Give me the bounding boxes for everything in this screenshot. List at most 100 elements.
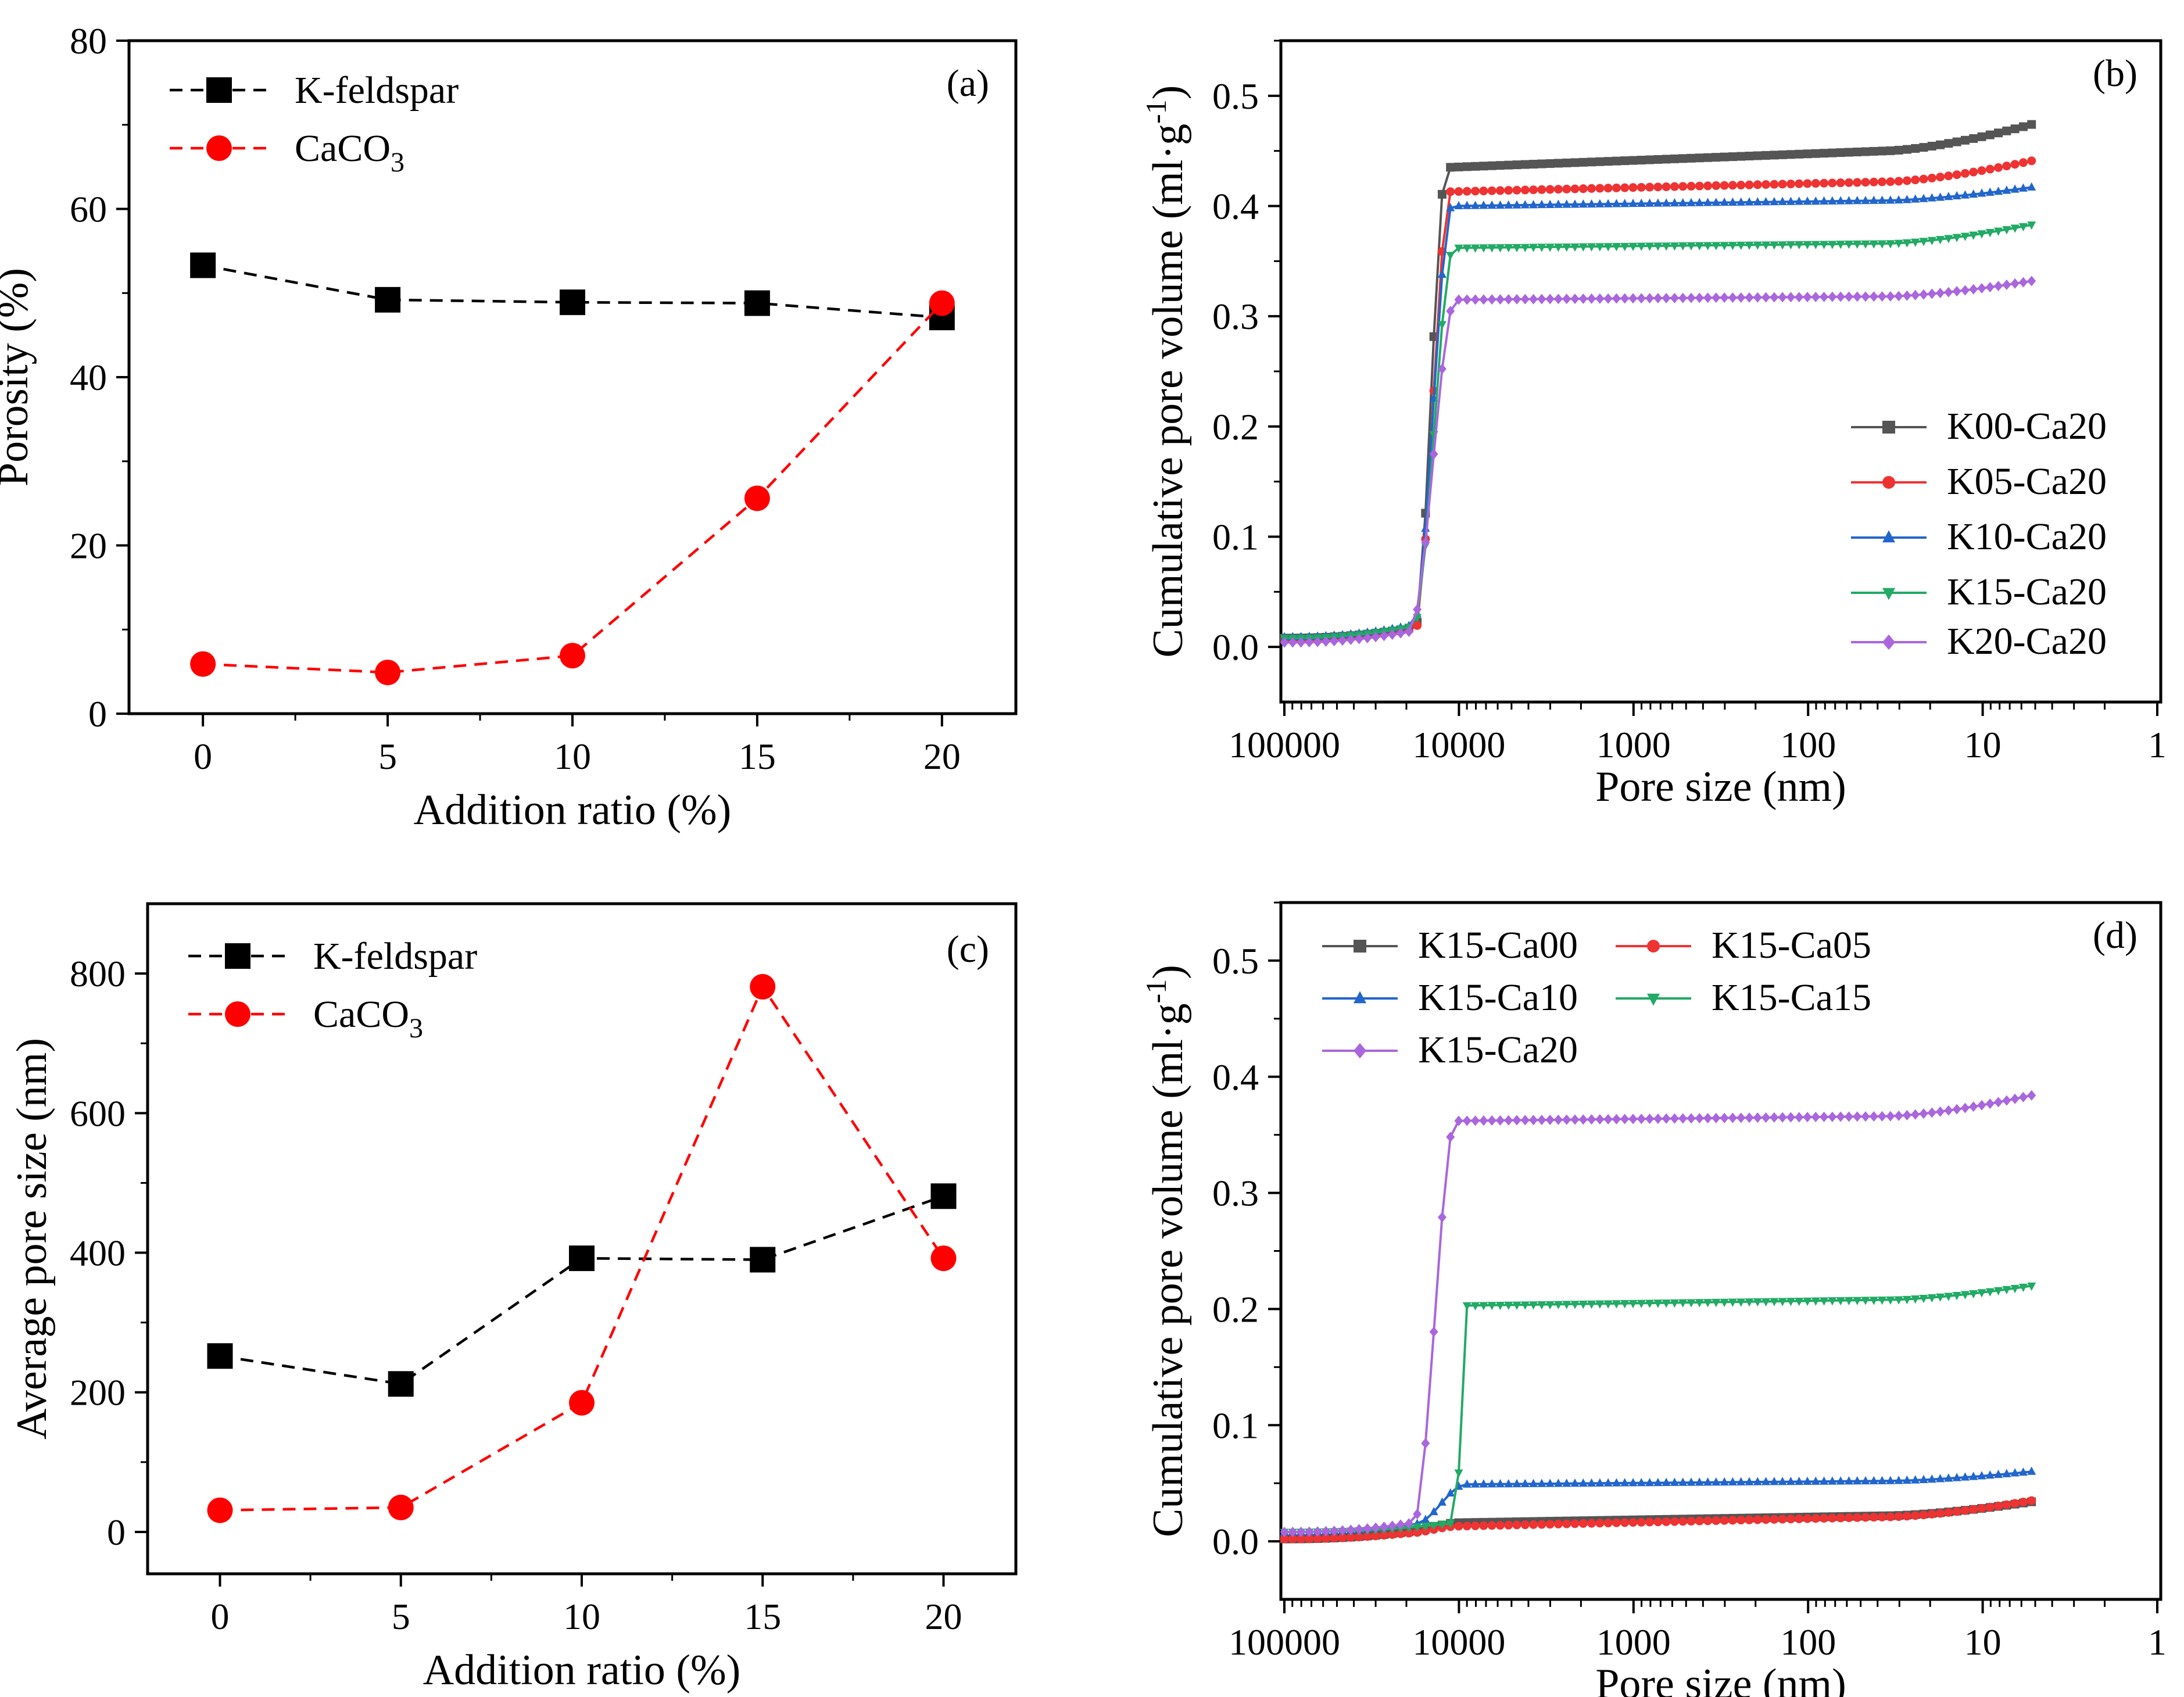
data-point [1936, 140, 1945, 149]
data-point [1662, 1517, 1671, 1526]
y-axis-title-main: Cumulative pore volume (ml·g [1144, 1003, 1192, 1537]
data-point [1869, 146, 1878, 156]
data-point [1778, 196, 1787, 205]
data-point [2018, 1498, 2028, 1507]
data-point [1504, 1115, 1513, 1126]
data-point [1321, 636, 1330, 647]
data-point [1894, 1476, 1903, 1484]
data-point [1662, 1477, 1671, 1486]
data-point [1446, 252, 1455, 260]
data-point [1927, 173, 1936, 182]
data-point [1678, 1113, 1688, 1124]
legend-entry: K00-Ca20 [1851, 405, 2107, 447]
y-tick-label: 40 [70, 357, 107, 398]
data-point [1994, 1287, 2003, 1296]
data-point [1994, 1097, 2003, 1108]
data-point [1853, 240, 1862, 249]
data-point [1520, 160, 1530, 169]
data-point [1553, 1519, 1563, 1528]
data-point [750, 973, 776, 1000]
y-axis-title-sup: -1 [1140, 99, 1172, 124]
y-axis-title-end: ) [1144, 85, 1192, 100]
data-point [1330, 1534, 1339, 1543]
legend-marker [1354, 991, 1366, 1004]
data-point [1985, 187, 1995, 196]
data-point [1288, 1534, 1297, 1544]
data-point [2002, 162, 2011, 171]
data-point [1952, 1292, 1961, 1301]
y-tick-label: 0.4 [1212, 186, 1259, 227]
data-point [1836, 1111, 1845, 1122]
data-point [1637, 242, 1646, 251]
data-point [1520, 1301, 1530, 1310]
data-point [1703, 1113, 1713, 1124]
data-point [1687, 1299, 1696, 1308]
data-point [2010, 184, 2020, 193]
x-axis-title: Addition ratio (%) [423, 1646, 741, 1694]
data-point [1504, 160, 1513, 170]
data-point [1902, 145, 1911, 154]
data-point [1670, 1477, 1679, 1486]
data-point [1952, 1473, 1961, 1481]
data-point [1944, 192, 1953, 201]
data-point [1578, 184, 1588, 194]
data-point [1795, 1514, 1804, 1523]
data-point [1520, 1115, 1530, 1126]
data-point [1927, 288, 1936, 299]
data-point [1620, 242, 1630, 252]
x-tick-label: 10 [554, 736, 591, 777]
data-point [1678, 1517, 1688, 1526]
data-point [750, 1247, 776, 1273]
data-point [1653, 155, 1663, 164]
data-point [1853, 1297, 1862, 1305]
data-point [1761, 151, 1771, 160]
legend-label: CaCO3 [295, 127, 404, 178]
data-point [1828, 1513, 1837, 1523]
data-point [1462, 201, 1471, 209]
data-point [1603, 1478, 1613, 1487]
y-tick-label: 0 [107, 1512, 126, 1553]
data-point [1471, 187, 1480, 196]
data-point [1437, 1521, 1447, 1530]
data-point [1720, 242, 1729, 250]
legend-label: K20-Ca20 [1947, 620, 2107, 663]
data-point [1662, 242, 1671, 251]
data-point [1454, 1469, 1463, 1478]
legend-label: K15-Ca20 [1947, 571, 2107, 613]
data-point [2002, 126, 2011, 135]
data-point [1396, 628, 1405, 639]
legend-entry: K05-Ca20 [1851, 460, 2107, 503]
data-point [2010, 1284, 2020, 1294]
series-line [203, 302, 943, 674]
data-point [569, 1245, 595, 1272]
data-point [1471, 162, 1480, 171]
data-point [1429, 1506, 1438, 1516]
data-point [1578, 243, 1588, 252]
data-point [2027, 275, 2036, 287]
data-point [1820, 291, 1829, 302]
data-point [1305, 1526, 1314, 1537]
data-point [2018, 183, 2028, 192]
data-point [1770, 180, 1779, 189]
legend-label-main: K-feldspar [295, 69, 459, 112]
panel-d: 100000 10000 1000 100 10 1 0.0 0.1 0.2 0.3 0.4 0.5 P… [1140, 901, 2167, 1697]
y-axis-title-sup: -1 [1140, 979, 1172, 1004]
data-point [1836, 241, 1845, 249]
data-point [1869, 1476, 1878, 1485]
data-point [1446, 1132, 1455, 1143]
data-point [1703, 181, 1713, 191]
data-point [1612, 1518, 1621, 1527]
data-point [1720, 197, 1729, 206]
data-point [1811, 291, 1820, 302]
data-point [2027, 1282, 2036, 1291]
data-point [1562, 158, 1571, 167]
data-point [1487, 244, 1496, 253]
data-point [1321, 1526, 1330, 1537]
data-point [1595, 293, 1605, 304]
legend-entry: K15-Ca00 [1322, 924, 1578, 966]
data-point [560, 643, 585, 669]
data-point [207, 1343, 233, 1369]
data-point [1977, 230, 1986, 239]
data-point [1770, 1477, 1779, 1485]
